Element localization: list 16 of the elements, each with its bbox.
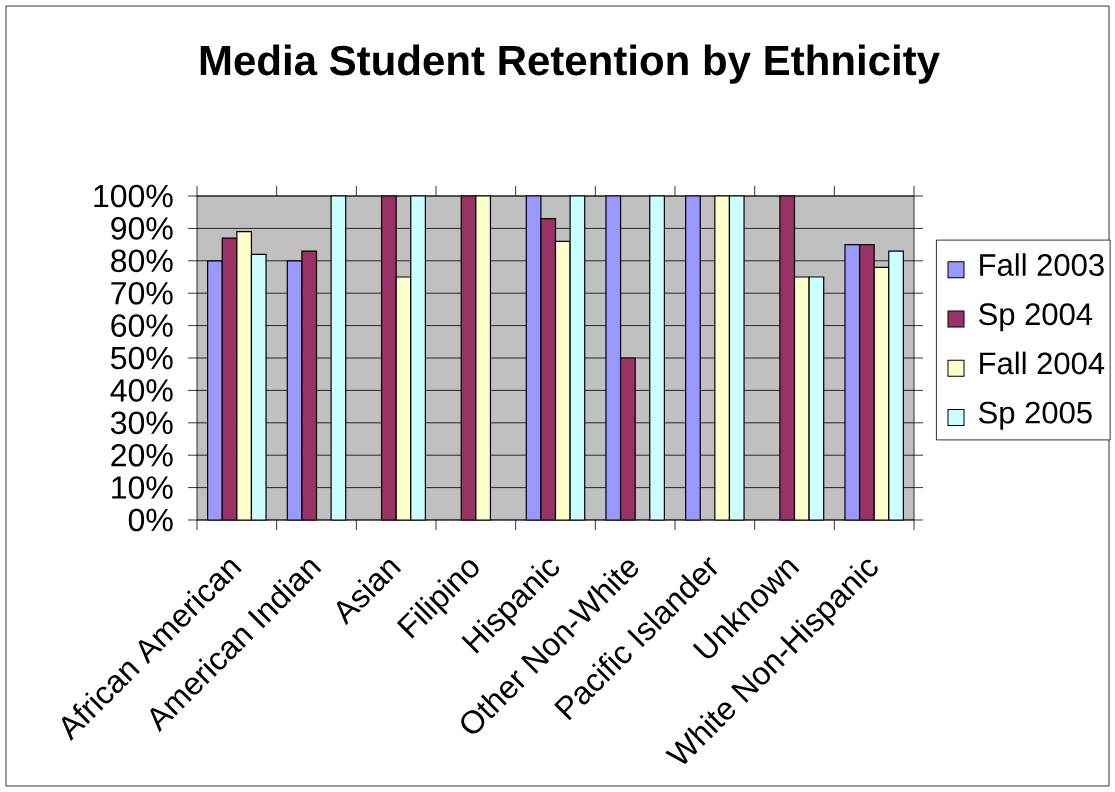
legend-label: Sp 2004 <box>979 303 1093 332</box>
legend-label: Fall 2003 <box>980 253 1104 276</box>
y-tick-label: 30% <box>110 411 173 435</box>
y-tick-label: 60% <box>111 314 173 337</box>
y-tick-label: 100% <box>94 184 173 208</box>
y-tick-label: 40% <box>110 379 173 402</box>
legend-label: Sp 2005 <box>979 401 1092 430</box>
y-tick-label: 20% <box>111 443 173 467</box>
y-tick-label: 0% <box>128 508 173 532</box>
chart-title: Media Student Retention by Ethnicity <box>200 44 940 84</box>
y-tick-label: 10% <box>112 476 173 499</box>
y-tick-label: 90% <box>111 217 173 240</box>
legend-label: Fall 2004 <box>980 351 1105 375</box>
y-tick-label: 50% <box>111 346 173 370</box>
y-tick-label: 70% <box>111 281 173 305</box>
y-tick-label: 80% <box>111 249 173 273</box>
